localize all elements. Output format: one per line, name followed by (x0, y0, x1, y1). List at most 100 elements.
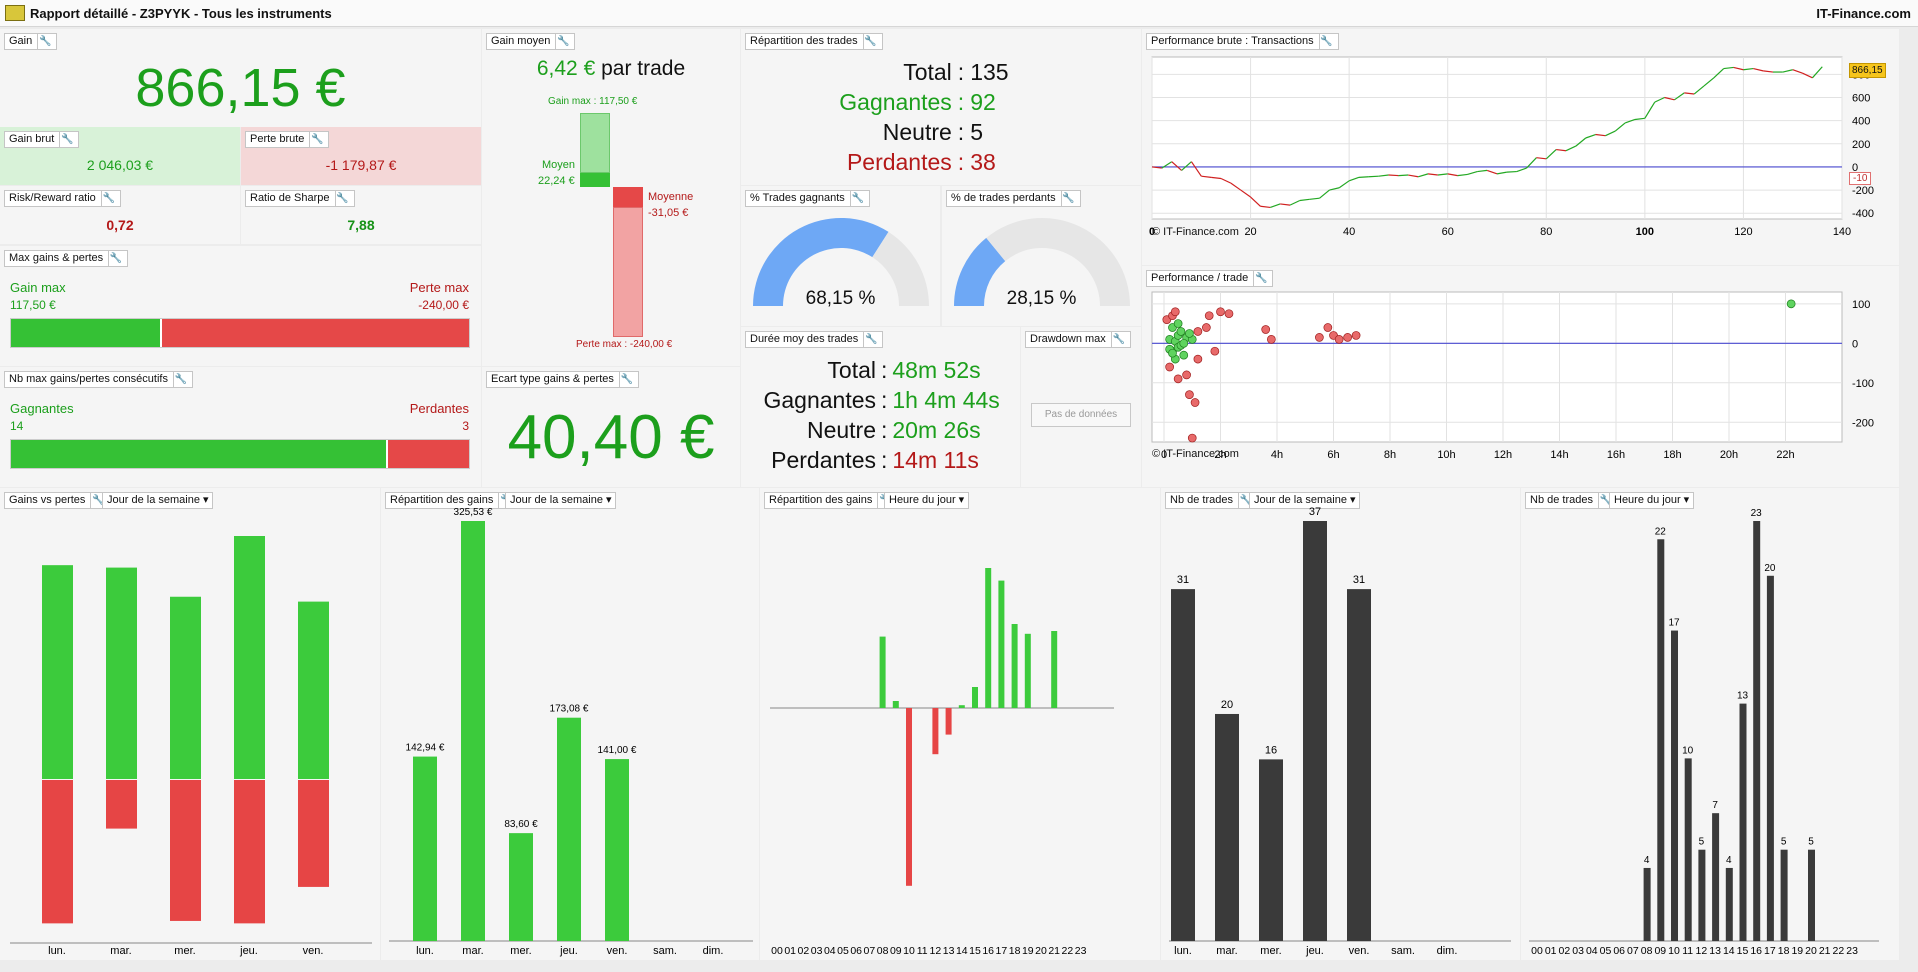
settings-wrench-icon[interactable]: 🔧 (863, 332, 878, 347)
equity-segment (1457, 173, 1468, 177)
nb-day-period-select[interactable]: Jour de la semaine (1249, 492, 1361, 509)
loss-point (1170, 307, 1180, 317)
equity-segment (1486, 169, 1498, 175)
x-tick-label: jeu. (1305, 945, 1324, 957)
equity-segment (1447, 173, 1458, 177)
equity-segment (1545, 149, 1557, 160)
moyenne-label: Moyenne (648, 191, 694, 203)
settings-wrench-icon[interactable]: 🔧 (555, 34, 570, 49)
window-title: Rapport détaillé - Z3PYYK - Tous les ins… (30, 6, 332, 21)
perf-brute-chart: 0204060801001201408006004002000-200-400 (1149, 56, 1874, 238)
y-tick-label: 0 (1852, 162, 1858, 174)
x-tick-label: 07 (864, 945, 876, 957)
equity-segment (1684, 92, 1695, 95)
settings-wrench-icon[interactable]: 🔧 (90, 493, 105, 508)
x-tick-label: 03 (811, 945, 823, 957)
y-tick-label: -200 (1852, 417, 1874, 429)
bar-value-label: 141,00 € (598, 745, 637, 756)
settings-wrench-icon[interactable]: 🔧 (37, 34, 52, 49)
perf-trade-panel: Performance / trade 🔧 0 2h 4h 6h 8h 10h 12h 14h 1… (1142, 266, 1899, 487)
settings-wrench-icon[interactable]: 🔧 (59, 132, 74, 147)
settings-wrench-icon[interactable]: 🔧 (1597, 493, 1613, 508)
gain-bar (1051, 631, 1058, 708)
settings-wrench-icon[interactable]: 🔧 (1318, 34, 1333, 49)
count-bar (1698, 849, 1706, 941)
loss-moyen-bar (613, 187, 643, 207)
settings-wrench-icon[interactable]: 🔧 (100, 191, 116, 206)
equity-segment (1427, 173, 1438, 176)
no-data-button[interactable]: Pas de données (1031, 403, 1131, 427)
x-tick-label: 16 (1750, 945, 1762, 957)
equity-segment (1190, 161, 1202, 177)
gain-bar (605, 759, 629, 941)
equity-segment (1496, 171, 1507, 175)
x-tick-label: 40 (1343, 226, 1355, 238)
settings-wrench-icon[interactable]: 🔧 (1110, 332, 1126, 347)
gain-bar (461, 521, 485, 941)
x-tick-label: 09 (1654, 945, 1666, 957)
x-tick-label: mar. (462, 945, 483, 957)
x-tick-label: 23 (1846, 945, 1858, 957)
bar-value-label: 37 (1309, 506, 1321, 518)
settings-wrench-icon[interactable]: 🔧 (1237, 493, 1253, 508)
settings-wrench-icon[interactable]: 🔧 (1253, 271, 1268, 286)
settings-wrench-icon[interactable]: 🔧 (108, 251, 123, 266)
loss-point (1193, 327, 1203, 336)
x-tick-label: 12 (930, 945, 942, 957)
equity-segment (1753, 67, 1764, 72)
rep-hour-period-select[interactable]: Heure du jour (884, 492, 970, 509)
consec-header: Nb max gains/pertes consécutifs 🔧 (4, 371, 193, 388)
win-point (1173, 319, 1183, 328)
max-gains-bar-fill (11, 319, 162, 347)
settings-wrench-icon[interactable]: 🔧 (172, 372, 188, 387)
gain-bar (972, 687, 978, 708)
count-bar (1671, 630, 1678, 941)
settings-wrench-icon[interactable]: 🔧 (1060, 191, 1075, 206)
nb-hour-period-select[interactable]: Heure du jour (1609, 492, 1695, 509)
perf-trade-chart: 0 2h 4h 6h 8h 10h 12h 14h 16h 18h 20h 22h 100 0 -100 -2… (1151, 291, 1874, 461)
gain-bar (170, 596, 201, 779)
loss-point (1216, 307, 1225, 317)
gauge-empty-arc (986, 218, 1130, 306)
gain-bar (985, 568, 992, 708)
x-tick-label: 08 (1641, 945, 1653, 957)
rep-day-period-select[interactable]: Jour de la semaine (505, 492, 617, 509)
x-tick-label: 02 (1559, 945, 1571, 957)
gvp-period-select[interactable]: Jour de la semaine (102, 492, 214, 509)
loss-point (1182, 370, 1191, 380)
x-tick-label: 18 (1778, 945, 1790, 957)
x-tick-label: 11 (1682, 945, 1693, 957)
x-tick-label: 00 (1531, 945, 1543, 957)
equity-segment (1181, 161, 1192, 171)
x-tick-label: 0 (1149, 226, 1155, 238)
pct-loss-gauge (954, 218, 1130, 306)
x-tick-label: ven. (607, 945, 628, 957)
gain-header: Gain 🔧 (4, 33, 58, 50)
equity-segment (1289, 199, 1301, 206)
gain-bar (106, 567, 137, 779)
x-tick-label: 18 (1009, 945, 1021, 957)
gain-value: 866,15 € (135, 58, 346, 118)
equity-segment (1526, 157, 1537, 169)
x-tick-label: 12 (1696, 945, 1708, 957)
bar-value-label: 31 (1177, 574, 1189, 586)
x-tick-label: 17 (996, 945, 1008, 957)
equity-segment (1585, 133, 1596, 139)
gain-brut-panel: Gain brut 🔧 2 046,03 € (0, 127, 240, 185)
x-tick-label: 15 (969, 945, 981, 957)
settings-wrench-icon[interactable]: 🔧 (309, 132, 324, 147)
equity-segment (1516, 167, 1527, 173)
moyenne-value: -31,05 € (648, 207, 689, 219)
settings-wrench-icon[interactable]: 🔧 (618, 372, 634, 387)
bar-value-label: 23 (1751, 508, 1763, 519)
equity-segment (1161, 161, 1173, 169)
x-tick-label: 20 (1035, 945, 1047, 957)
loss-point (1343, 333, 1352, 342)
settings-wrench-icon[interactable]: 🔧 (849, 191, 865, 206)
bar-value-label: 20 (1764, 563, 1776, 574)
settings-wrench-icon[interactable]: 🔧 (334, 191, 349, 206)
y-tick-label: -100 (1852, 378, 1874, 390)
max-gains-panel: Max gains & pertes 🔧 Gain max 117,50 € Pe… (0, 246, 481, 366)
gauge-filled-arc (954, 237, 1006, 306)
settings-wrench-icon[interactable]: 🔧 (862, 34, 877, 49)
